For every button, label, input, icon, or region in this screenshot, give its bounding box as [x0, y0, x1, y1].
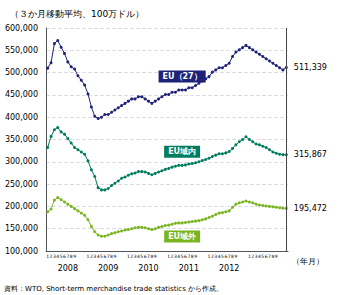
- svg-text:9: 9: [275, 254, 278, 259]
- svg-text:300,000: 300,000: [5, 157, 38, 166]
- svg-text:2010: 2010: [138, 264, 158, 273]
- svg-text:400,000: 400,000: [5, 113, 38, 122]
- svg-text:450,000: 450,000: [5, 90, 38, 99]
- svg-text:（３か月移動平均、100万ドル）: （３か月移動平均、100万ドル）: [10, 9, 144, 19]
- svg-text:550,000: 550,000: [5, 46, 38, 55]
- html-text:1 2 3 4 5 6 7 8: 1 2 3 4 5 6 7 8: [126, 254, 154, 259]
- svg-text:2011: 2011: [179, 264, 199, 273]
- svg-text:2008: 2008: [58, 264, 78, 273]
- svg-text:EU（27）: EU（27）: [163, 72, 202, 81]
- svg-text:500,000: 500,000: [5, 68, 38, 77]
- html-text:1 2 3 4 5 6 7 8: 1 2 3 4 5 6 7 8: [167, 254, 194, 259]
- svg-text:9: 9: [73, 254, 76, 259]
- html-text:1 2 3 4 5 6 7 8: 1 2 3 4 5 6 7 8: [247, 254, 275, 259]
- svg-text:EU域外: EU域外: [168, 232, 197, 241]
- svg-text:511,339: 511,339: [294, 63, 327, 72]
- svg-text:195,472: 195,472: [294, 204, 327, 213]
- svg-text:9: 9: [113, 254, 116, 259]
- svg-text:EU域内: EU域内: [168, 147, 196, 156]
- svg-text:（年月）: （年月）: [292, 257, 324, 266]
- svg-text:9: 9: [154, 254, 157, 259]
- svg-text:9: 9: [234, 254, 237, 259]
- svg-text:350,000: 350,000: [5, 135, 38, 144]
- html-text:1 2 3 4 5 6 7 8: 1 2 3 4 5 6 7 8: [46, 254, 73, 259]
- svg-text:250,000: 250,000: [5, 180, 38, 189]
- svg-text:2012: 2012: [219, 264, 239, 273]
- svg-text:315,867: 315,867: [294, 150, 327, 159]
- svg-text:資料：WTO, Short-term merchandise: 資料：WTO, Short-term merchandise trade sta…: [4, 285, 223, 293]
- svg-text:150,000: 150,000: [5, 224, 38, 233]
- svg-text:100,000: 100,000: [5, 247, 38, 256]
- svg-text:9: 9: [194, 254, 197, 259]
- svg-text:600,000: 600,000: [5, 24, 38, 33]
- svg-text:2009: 2009: [98, 264, 118, 273]
- svg-text:200,000: 200,000: [5, 202, 38, 211]
- html-text:1 2 3 4 5 6 7 8: 1 2 3 4 5 6 7 8: [207, 254, 234, 259]
- html-text:1 2 3 4 5 6 7 8: 1 2 3 4 5 6 7 8: [86, 254, 113, 259]
